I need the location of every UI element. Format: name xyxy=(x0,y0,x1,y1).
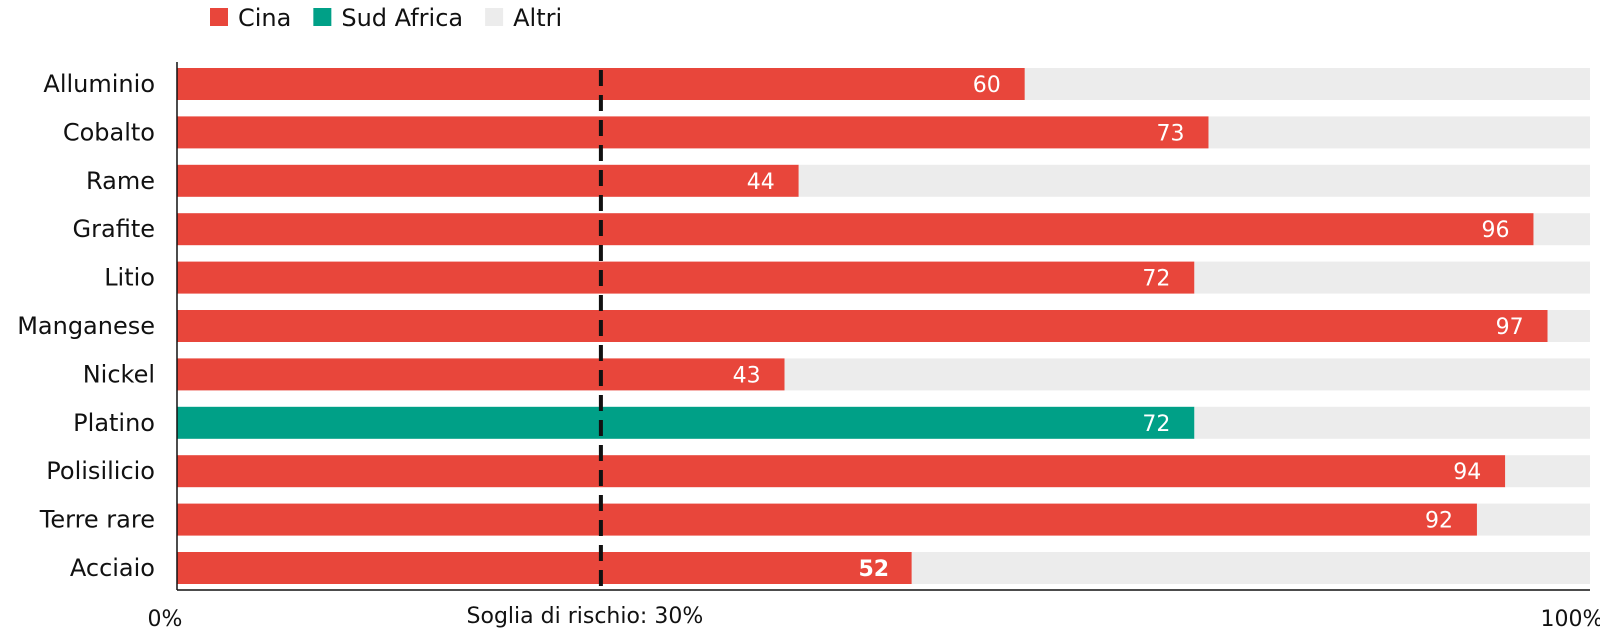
category-label-nickel: Nickel xyxy=(83,360,155,388)
value-label-rame: 44 xyxy=(747,170,775,195)
bar-altri-terre-rare xyxy=(1476,503,1590,536)
category-label-cobalto: Cobalto xyxy=(63,118,155,146)
bar-cina-grafite xyxy=(177,213,1534,246)
bar-cina-acciaio xyxy=(177,552,912,584)
category-label-alluminio: Alluminio xyxy=(43,70,155,98)
bar-cina-manganese xyxy=(177,310,1548,342)
bar-cina-polisilicio xyxy=(177,455,1506,488)
category-label-litio: Litio xyxy=(104,264,155,292)
category-label-manganese: Manganese xyxy=(17,312,155,340)
legend-swatch-cina xyxy=(210,8,228,26)
value-label-polisilicio: 94 xyxy=(1453,460,1481,485)
legend-swatch-altri xyxy=(485,8,504,26)
bar-altri-alluminio xyxy=(1024,68,1590,100)
bar-cina-rame xyxy=(177,164,799,197)
value-label-cobalto: 73 xyxy=(1156,121,1184,146)
legend-label-cina: Cina xyxy=(238,4,291,32)
value-label-alluminio: 60 xyxy=(973,73,1001,98)
value-label-manganese: 97 xyxy=(1496,315,1524,340)
bar-altri-litio xyxy=(1194,261,1590,294)
value-label-acciaio: 52 xyxy=(858,557,889,582)
legend-label-altri: Altri xyxy=(513,4,562,32)
bar-altri-polisilicio xyxy=(1505,455,1590,488)
category-label-grafite: Grafite xyxy=(73,215,155,243)
category-label-polisilicio: Polisilicio xyxy=(46,457,155,485)
x-tick-label-min: 0% xyxy=(148,607,183,632)
bar-altri-acciaio xyxy=(911,552,1590,584)
x-tick-label-max: 100% xyxy=(1541,607,1600,632)
value-label-terre-rare: 92 xyxy=(1425,509,1453,534)
bar-cina-nickel xyxy=(177,358,785,391)
value-label-litio: 72 xyxy=(1142,267,1170,292)
bar-altri-grafite xyxy=(1533,213,1590,246)
value-label-grafite: 96 xyxy=(1481,218,1509,243)
category-label-rame: Rame xyxy=(86,167,155,195)
bar-sud-africa-platino xyxy=(177,406,1195,439)
bar-altri-nickel xyxy=(784,358,1590,391)
value-label-platino: 72 xyxy=(1142,412,1170,437)
threshold-label: Soglia di rischio: 30% xyxy=(467,604,704,629)
legend-label-sud-africa: Sud Africa xyxy=(341,4,463,32)
bar-altri-cobalto xyxy=(1208,116,1590,149)
value-label-nickel: 43 xyxy=(733,363,761,388)
bar-cina-litio xyxy=(177,261,1195,294)
bar-altri-manganese xyxy=(1547,310,1590,342)
bar-altri-rame xyxy=(798,164,1590,197)
bar-altri-platino xyxy=(1194,406,1590,439)
category-label-terre-rare: Terre rare xyxy=(39,506,155,534)
bar-cina-terre-rare xyxy=(177,503,1477,536)
category-label-platino: Platino xyxy=(73,409,155,437)
legend-swatch-sud-africa xyxy=(313,8,332,26)
category-label-acciaio: Acciaio xyxy=(70,554,155,582)
bar-cina-cobalto xyxy=(177,116,1209,149)
